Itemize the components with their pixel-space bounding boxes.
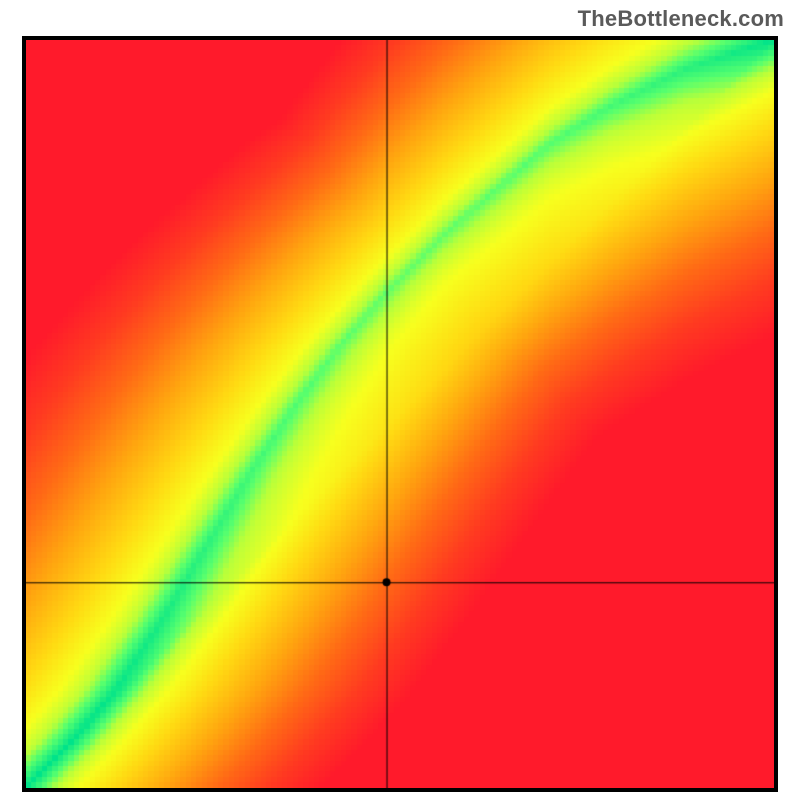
chart-frame	[22, 36, 778, 792]
watermark-text: TheBottleneck.com	[578, 6, 784, 32]
heatmap-canvas	[26, 40, 774, 788]
chart-container: TheBottleneck.com	[0, 0, 800, 800]
